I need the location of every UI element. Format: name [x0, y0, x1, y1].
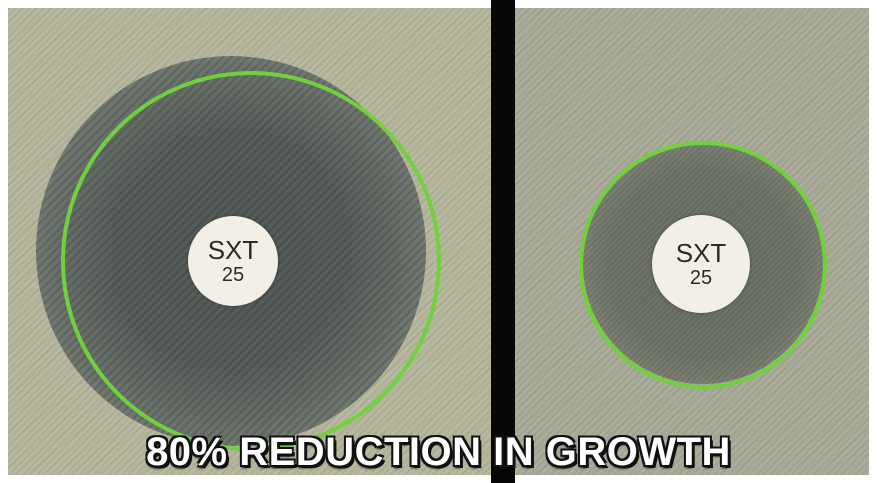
- disk-code-label: SXT: [675, 238, 727, 268]
- caption-text: 80% REDUCTION IN GROWTH: [146, 430, 731, 474]
- right-plate-photo: SXT 25: [515, 8, 869, 475]
- zone-outline-circle: [579, 141, 827, 389]
- left-plate-photo: SXT 25: [8, 8, 491, 475]
- disk-number-label: 25: [689, 267, 713, 289]
- disk-code-label: SXT: [207, 235, 259, 265]
- panel-divider: [491, 0, 515, 483]
- antibiotic-disk: SXT 25: [188, 216, 278, 306]
- antibiotic-disk: SXT 25: [652, 215, 750, 313]
- zone-outline-circle: [61, 71, 441, 451]
- disk-number-label: 25: [221, 264, 245, 286]
